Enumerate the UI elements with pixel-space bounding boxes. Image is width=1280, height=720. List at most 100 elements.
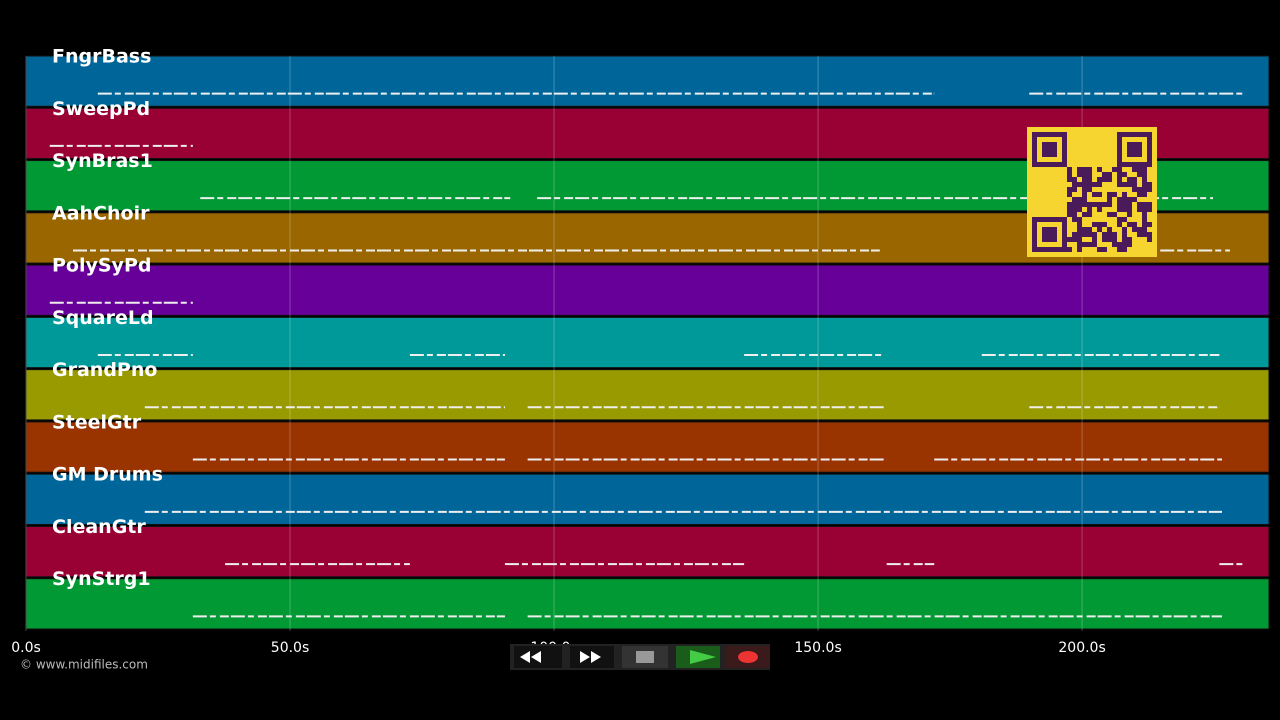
qr-cell	[1067, 167, 1072, 172]
qr-finder	[1032, 132, 1067, 167]
qr-cell	[1082, 182, 1087, 187]
qr-cell	[1077, 227, 1082, 232]
qr-cell	[1107, 197, 1112, 202]
qr-finder	[1032, 217, 1067, 252]
qr-cell	[1112, 232, 1117, 237]
qr-cell	[1072, 217, 1077, 222]
qr-cell	[1137, 167, 1142, 172]
qr-cell	[1147, 182, 1152, 187]
qr-cell	[1097, 207, 1102, 212]
qr-cell	[1142, 192, 1147, 197]
qr-cell	[1072, 237, 1077, 242]
qr-cell	[1142, 217, 1147, 222]
track-name: GrandPno	[52, 359, 157, 381]
qr-cell	[1077, 202, 1082, 207]
qr-cell	[1122, 192, 1127, 197]
qr-cell	[1127, 237, 1132, 242]
qr-cell	[1082, 242, 1087, 247]
qr-cell	[1142, 227, 1147, 232]
qr-cell	[1117, 217, 1122, 222]
qr-finder	[1042, 227, 1057, 242]
qr-cell	[1147, 237, 1152, 242]
qr-cell	[1077, 222, 1082, 227]
qr-cell	[1142, 207, 1147, 212]
track-row	[25, 264, 1270, 316]
qr-cell	[1102, 222, 1107, 227]
qr-cell	[1077, 207, 1082, 212]
qr-cell	[1077, 242, 1082, 247]
qr-cell	[1127, 177, 1132, 182]
qr-cell	[1092, 232, 1097, 237]
qr-cell	[1072, 187, 1077, 192]
qr-finder	[1117, 132, 1152, 167]
qr-cell	[1117, 222, 1122, 227]
qr-cell	[1117, 207, 1122, 212]
qr-cell	[1077, 197, 1082, 202]
qr-cell	[1117, 197, 1122, 202]
qr-cell	[1087, 182, 1092, 187]
qr-cell	[1117, 172, 1122, 177]
qr-cell	[1122, 237, 1127, 242]
rewind-button[interactable]	[514, 646, 562, 668]
qr-cell	[1067, 237, 1072, 242]
qr-cell	[1132, 227, 1137, 232]
qr-cell	[1122, 202, 1127, 207]
qr-cell	[1092, 192, 1097, 197]
track-row	[25, 55, 1270, 107]
qr-cell	[1072, 212, 1077, 217]
qr-cell	[1102, 232, 1107, 237]
track-row	[25, 421, 1270, 473]
qr-cell	[1117, 242, 1122, 247]
track-name: PolySyPd	[52, 255, 151, 277]
record-button[interactable]	[726, 646, 770, 668]
track-name: SweepPd	[52, 98, 150, 120]
track-name: CleanGtr	[52, 516, 146, 538]
track-name: AahChoir	[52, 202, 150, 224]
track-name: SquareLd	[52, 307, 154, 329]
qr-cell	[1117, 167, 1122, 172]
qr-cell	[1107, 202, 1112, 207]
stop-button[interactable]	[622, 646, 668, 668]
qr-cell	[1107, 232, 1112, 237]
x-tick-label: 50.0s	[271, 640, 309, 656]
qr-cell	[1107, 212, 1112, 217]
track-row	[25, 316, 1270, 369]
qr-cell	[1102, 202, 1107, 207]
qr-cell	[1132, 167, 1137, 172]
qr-cell	[1097, 177, 1102, 182]
qr-cell	[1132, 197, 1137, 202]
qr-cell	[1122, 217, 1127, 222]
qr-finder	[1042, 142, 1057, 157]
qr-cell	[1087, 172, 1092, 177]
qr-cell	[1132, 187, 1137, 192]
qr-cell	[1127, 197, 1132, 202]
qr-cell	[1132, 222, 1137, 227]
qr-cell	[1082, 177, 1087, 182]
qr-cell	[1122, 242, 1127, 247]
qr-cell	[1142, 202, 1147, 207]
qr-cell	[1122, 227, 1127, 232]
qr-cell	[1127, 207, 1132, 212]
x-tick-label: 0.0s	[11, 640, 41, 656]
forward-button[interactable]	[570, 646, 614, 668]
qr-cell	[1107, 237, 1112, 242]
qr-cell	[1087, 177, 1092, 182]
qr-cell	[1082, 197, 1087, 202]
qr-cell	[1067, 202, 1072, 207]
qr-cell	[1112, 237, 1117, 242]
x-tick-label: 150.0s	[794, 640, 841, 656]
qr-cell	[1122, 197, 1127, 202]
qr-cell	[1102, 172, 1107, 177]
play-button[interactable]	[676, 646, 720, 668]
qr-cell	[1112, 192, 1117, 197]
qr-cell	[1102, 237, 1107, 242]
qr-cell	[1132, 177, 1137, 182]
track-name: GM Drums	[52, 464, 163, 486]
qr-cell	[1087, 242, 1092, 247]
qr-cell	[1087, 207, 1092, 212]
qr-cell	[1117, 247, 1122, 252]
qr-cell	[1067, 177, 1072, 182]
qr-cell	[1122, 232, 1127, 237]
